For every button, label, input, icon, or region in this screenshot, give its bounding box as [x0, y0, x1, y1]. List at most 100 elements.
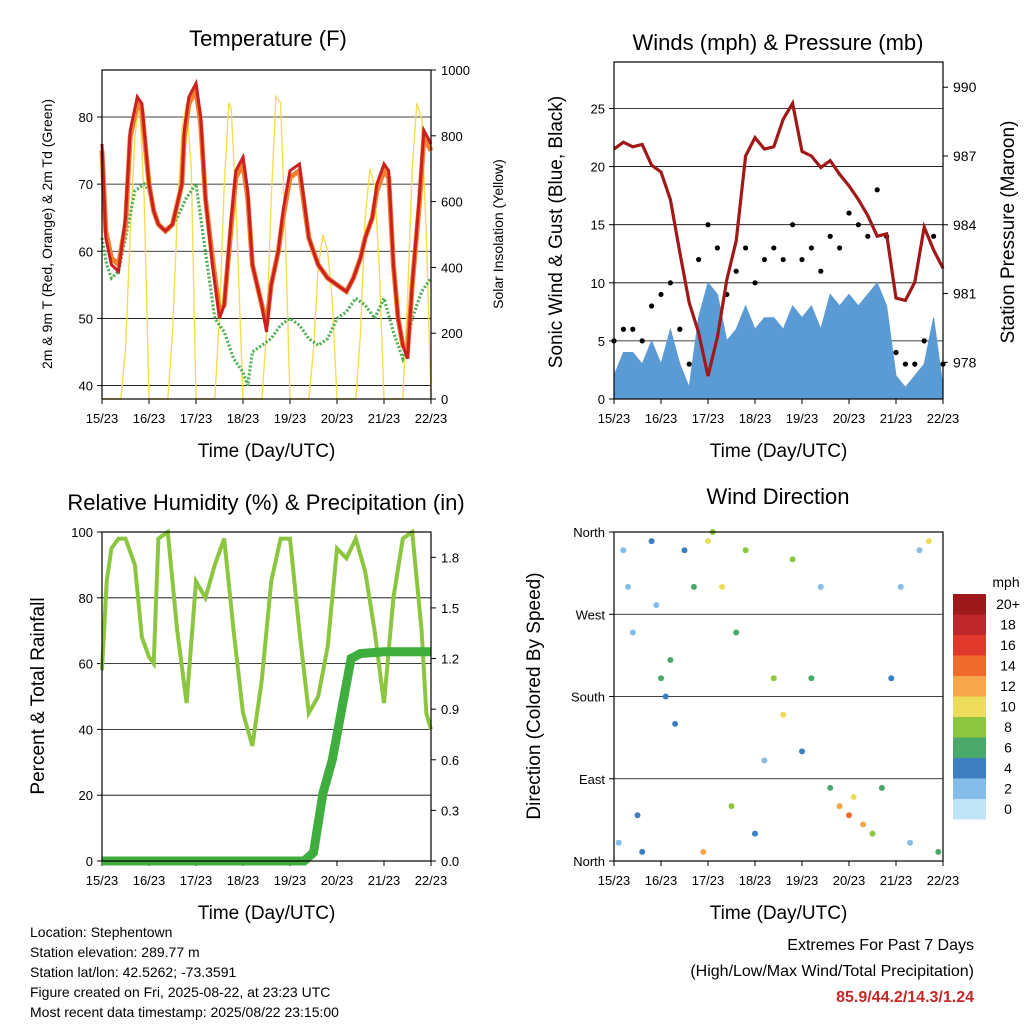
gust-point	[620, 326, 627, 332]
y-tick-label: 20	[591, 160, 605, 175]
x-tick-label: 15/23	[86, 873, 119, 888]
y-tick-label: 15	[591, 218, 605, 233]
latlon-text: Station lat/lon: 42.5262; -73.3591	[30, 964, 237, 980]
y-tick-label: 80	[79, 591, 93, 606]
x-tick-label: 18/23	[227, 411, 260, 426]
series-pressure-line	[613, 98, 945, 377]
gust-point	[780, 256, 786, 263]
series-rh-line	[100, 528, 433, 747]
colorbar-label: 12	[1000, 678, 1016, 694]
chart-title: Winds (mph) & Pressure (mb)	[633, 30, 924, 55]
gust-point	[667, 280, 674, 286]
gust-point	[893, 349, 899, 356]
direction-point	[620, 547, 627, 554]
direction-point	[897, 583, 904, 590]
colorbar-label: 16	[1000, 637, 1016, 653]
extremes-subtitle: (High/Low/Max Wind/Total Precipitation)	[690, 963, 974, 980]
direction-point	[719, 583, 726, 590]
y-tick-label: 40	[79, 379, 93, 394]
direction-point	[625, 583, 632, 590]
plot-frame	[613, 61, 944, 400]
y2-tick-label: 800	[441, 129, 463, 144]
y-tick-label: 20	[79, 788, 93, 803]
direction-point	[817, 583, 824, 590]
colorbar-swatch	[953, 758, 986, 779]
x-axis-label: Time (Day/UTC)	[710, 903, 848, 924]
gust-point	[808, 245, 815, 251]
direction-point	[780, 711, 787, 718]
x-tick-label: 17/23	[692, 873, 725, 888]
y-axis-label: Sonic Wind & Gust (Blue, Black)	[546, 96, 567, 368]
series-solar-line	[102, 94, 432, 400]
y2-tick-label: 0.3	[441, 803, 459, 818]
gust-point	[639, 338, 645, 344]
gust-point	[790, 222, 796, 228]
y-tick-label: 25	[591, 101, 605, 116]
y-tick-label: 60	[79, 657, 93, 672]
gust-point	[714, 245, 721, 251]
y-tick-label: 0	[598, 392, 605, 407]
y-axis-label: Direction (Colored By Speed)	[524, 572, 545, 819]
gust-point	[902, 361, 909, 367]
direction-point	[808, 675, 815, 682]
elevation-text: Station elevation: 289.77 m	[30, 944, 200, 960]
gust-point	[696, 256, 702, 263]
gust-point	[743, 245, 749, 251]
panel-4: Wind Direction North East South West North 15/…	[524, 484, 1020, 924]
colorbar-swatch	[953, 635, 986, 656]
colorbar-swatch	[953, 799, 986, 820]
x-tick-label: 20/23	[321, 873, 354, 888]
y-tick-label: North	[573, 525, 605, 540]
gust-point	[752, 280, 758, 286]
x-tick-label: 22/23	[927, 873, 960, 888]
gust-point	[630, 326, 636, 332]
series-dewpoint-line	[100, 179, 433, 387]
direction-point	[916, 547, 923, 554]
colorbar-label: 0	[1004, 801, 1012, 817]
created-text: Figure created on Fri, 2025-08-22, at 23…	[30, 984, 331, 1000]
x-axis-label: Time (Day/UTC)	[710, 441, 848, 462]
y-tick-label: 50	[79, 311, 93, 326]
direction-point	[648, 538, 655, 545]
x-tick-label: 16/23	[133, 411, 166, 426]
direction-point	[662, 693, 669, 700]
y-axis-label: Percent & Total Rainfall	[28, 597, 49, 794]
gust-point	[761, 256, 768, 263]
direction-point	[888, 675, 895, 682]
series-9m-temp-line	[99, 82, 434, 360]
gust-point	[912, 361, 918, 367]
x-tick-label: 18/23	[739, 411, 772, 426]
y2-axis-label: Station Pressure (Maroon)	[998, 121, 1019, 344]
x-tick-label: 16/23	[645, 411, 678, 426]
y-tick-label: 80	[79, 110, 93, 125]
colorbar-swatch	[953, 594, 986, 615]
plot-frame	[613, 531, 944, 862]
x-tick-label: 16/23	[133, 873, 166, 888]
y2-tick-label: 981	[953, 286, 977, 302]
direction-point	[733, 629, 740, 636]
series-2m-temp-line	[100, 78, 433, 360]
colorbar-label: 8	[1004, 719, 1012, 735]
direction-point	[846, 812, 852, 819]
x-tick-label: 16/23	[645, 873, 678, 888]
x-tick-label: 15/23	[598, 411, 631, 426]
colorbar-label: 14	[1000, 658, 1016, 674]
x-tick-label: 20/23	[833, 873, 866, 888]
direction-point	[639, 848, 646, 855]
y2-tick-label: 1.5	[441, 601, 459, 616]
colorbar-label: 6	[1004, 740, 1012, 756]
direction-point	[761, 757, 768, 764]
y-axis-label: 2m & 9m T (Red, Orange) & 2m Td (Green)	[39, 99, 55, 369]
direction-point	[869, 830, 876, 837]
gust-point	[686, 361, 692, 367]
colorbar-label: 18	[1000, 617, 1016, 633]
y2-tick-label: 990	[953, 79, 977, 95]
y-tick-label: North	[573, 854, 605, 869]
x-tick-label: 20/23	[833, 411, 866, 426]
y2-tick-label: 600	[441, 195, 463, 210]
location-text: Location: Stephentown	[30, 924, 173, 940]
direction-point	[925, 538, 932, 545]
chart-title: Relative Humidity (%) & Precipitation (i…	[67, 490, 464, 515]
x-axis-label: Time (Day/UTC)	[198, 441, 336, 462]
direction-point	[799, 748, 805, 755]
